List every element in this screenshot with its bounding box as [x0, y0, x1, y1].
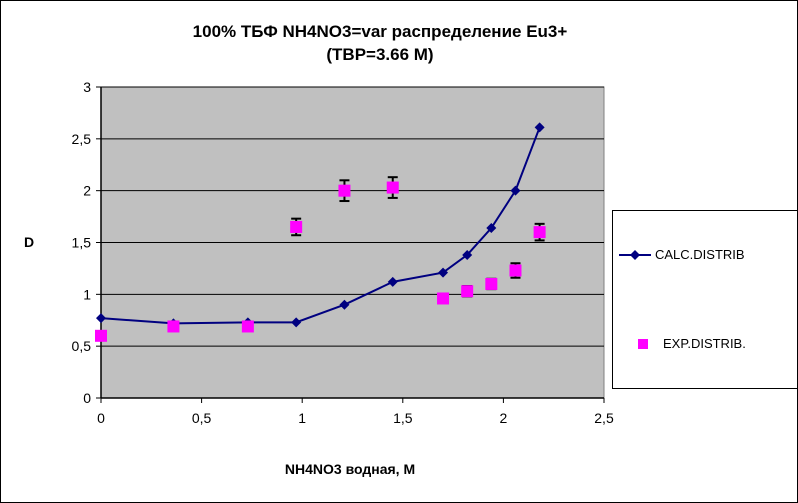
exp-distrib-point	[290, 220, 303, 233]
exp-distrib-point	[437, 292, 450, 305]
legend-item-exp: EXP.DISTRIB.	[613, 336, 746, 351]
calc-distrib-point	[486, 222, 497, 233]
calc-distrib-point	[462, 249, 473, 260]
legend-label: CALC.DISTRIB	[655, 247, 745, 262]
calc-distrib-point	[534, 122, 545, 133]
legend-item-calc: CALC.DISTRIB	[613, 247, 745, 262]
calc-distrib-point	[291, 317, 302, 328]
legend: CALC.DISTRIB EXP.DISTRIB.	[612, 210, 798, 389]
x-tick-label: 0,5	[192, 410, 212, 426]
y-tick-label: 1	[83, 286, 91, 302]
exp-distrib-point	[509, 264, 522, 277]
exp-distrib-point	[167, 320, 180, 333]
exp-distrib-point	[241, 320, 254, 333]
y-tick-label: 0,5	[72, 338, 92, 354]
exp-distrib-point	[533, 226, 546, 239]
chart-title: 100% ТБФ NH4NO3=var распределение Eu3+	[192, 22, 568, 41]
calc-distrib-point	[96, 313, 106, 324]
chart-subtitle: (TBP=3.66 M)	[326, 45, 434, 64]
exp-distrib-point	[338, 184, 351, 197]
y-tick-label: 0	[83, 390, 91, 406]
legend-line-diamond-icon	[619, 249, 651, 260]
x-tick-label: 1	[298, 410, 306, 426]
exp-distrib-point	[485, 277, 498, 290]
calc-distrib-point	[339, 299, 350, 310]
y-tick-label: 2	[83, 183, 91, 199]
x-tick-label: 2	[500, 410, 508, 426]
y-tick-label: 2,5	[72, 131, 92, 147]
exp-distrib-point	[461, 285, 474, 298]
calc-distrib-point	[438, 267, 449, 278]
exp-distrib-point	[386, 181, 399, 194]
y-tick-label: 3	[83, 79, 91, 95]
y-tick-label: 1,5	[72, 235, 92, 251]
y-axis-label: D	[24, 234, 35, 250]
x-tick-label: 1,5	[393, 410, 413, 426]
calc-distrib-point	[387, 276, 398, 287]
calc-distrib-point	[510, 185, 521, 196]
legend-square-icon	[638, 338, 648, 349]
exp-distrib-point	[95, 329, 107, 342]
x-tick-label: 0	[97, 410, 105, 426]
x-axis-label: NH4NO3 водная, М	[284, 461, 416, 477]
legend-label: EXP.DISTRIB.	[663, 336, 746, 351]
x-tick-label: 2,5	[594, 410, 614, 426]
